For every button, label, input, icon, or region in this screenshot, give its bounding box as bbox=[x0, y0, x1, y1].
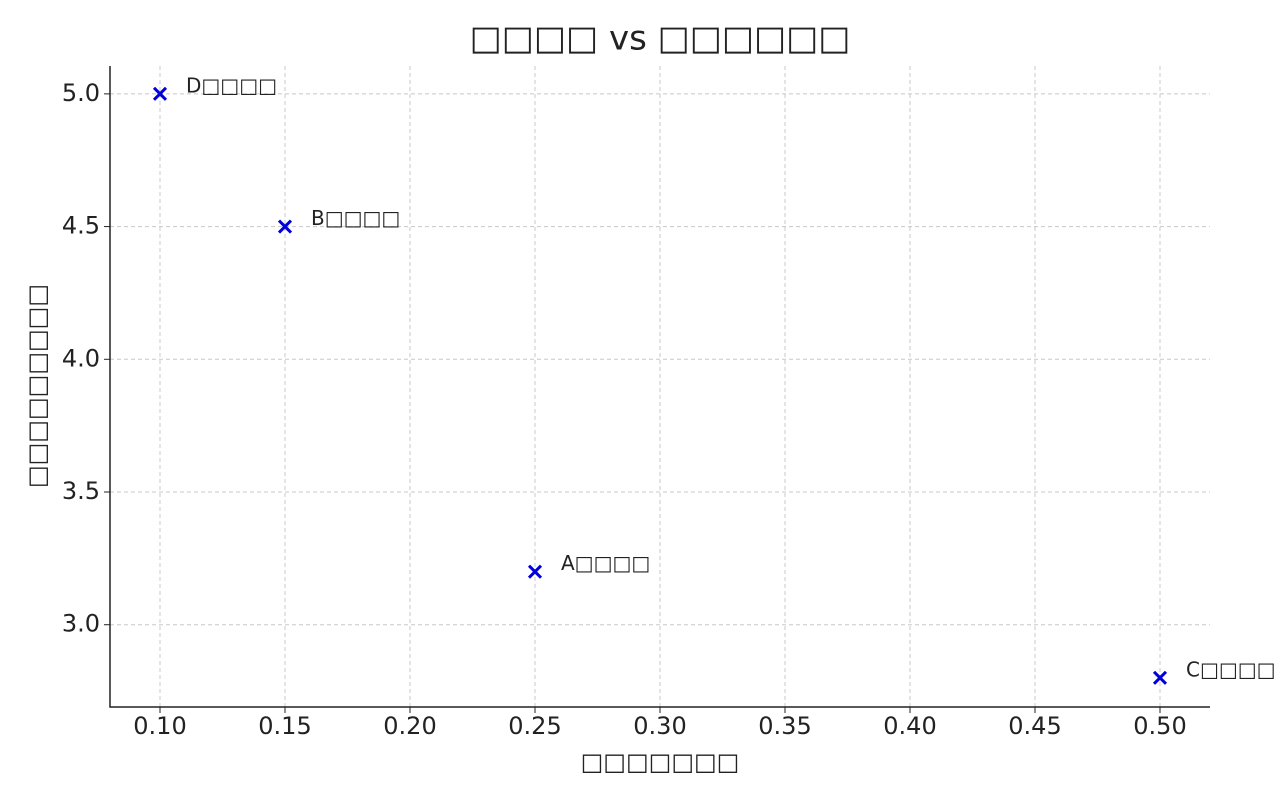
y-tick-label: 5.0 bbox=[62, 79, 100, 107]
x-axis-label: □□□□□□□ bbox=[581, 748, 740, 776]
x-tick-label: 0.15 bbox=[258, 712, 311, 740]
point bbox=[527, 564, 543, 579]
x-tick-label: 0.45 bbox=[1008, 712, 1061, 740]
y-tick-label: 3.5 bbox=[62, 477, 100, 505]
axis-lines bbox=[109, 66, 1210, 708]
x-tick-label: 0.10 bbox=[133, 712, 186, 740]
y-axis-label: □□□□□□□□□ bbox=[23, 284, 51, 488]
x-tick-label: 0.30 bbox=[633, 712, 686, 740]
x-tick-label: 0.40 bbox=[883, 712, 936, 740]
x-tick-label: 0.20 bbox=[383, 712, 436, 740]
point bbox=[152, 86, 168, 101]
y-tick-label: 4.5 bbox=[62, 212, 100, 240]
point-label: B□□□□ bbox=[311, 206, 400, 230]
point-label: D□□□□ bbox=[186, 73, 277, 97]
point-label: C□□□□ bbox=[1186, 657, 1276, 681]
x-tick-label: 0.35 bbox=[758, 712, 811, 740]
y-tick-label: 3.0 bbox=[62, 610, 100, 638]
point bbox=[277, 219, 293, 234]
y-tick-label: 4.0 bbox=[62, 344, 100, 372]
chart-title: □□□□ vs □□□□□□ bbox=[470, 19, 851, 59]
point-label: A□□□□ bbox=[561, 551, 650, 575]
x-tick-label: 0.50 bbox=[1133, 712, 1186, 740]
point bbox=[1152, 670, 1168, 685]
x-tick-label: 0.25 bbox=[508, 712, 561, 740]
